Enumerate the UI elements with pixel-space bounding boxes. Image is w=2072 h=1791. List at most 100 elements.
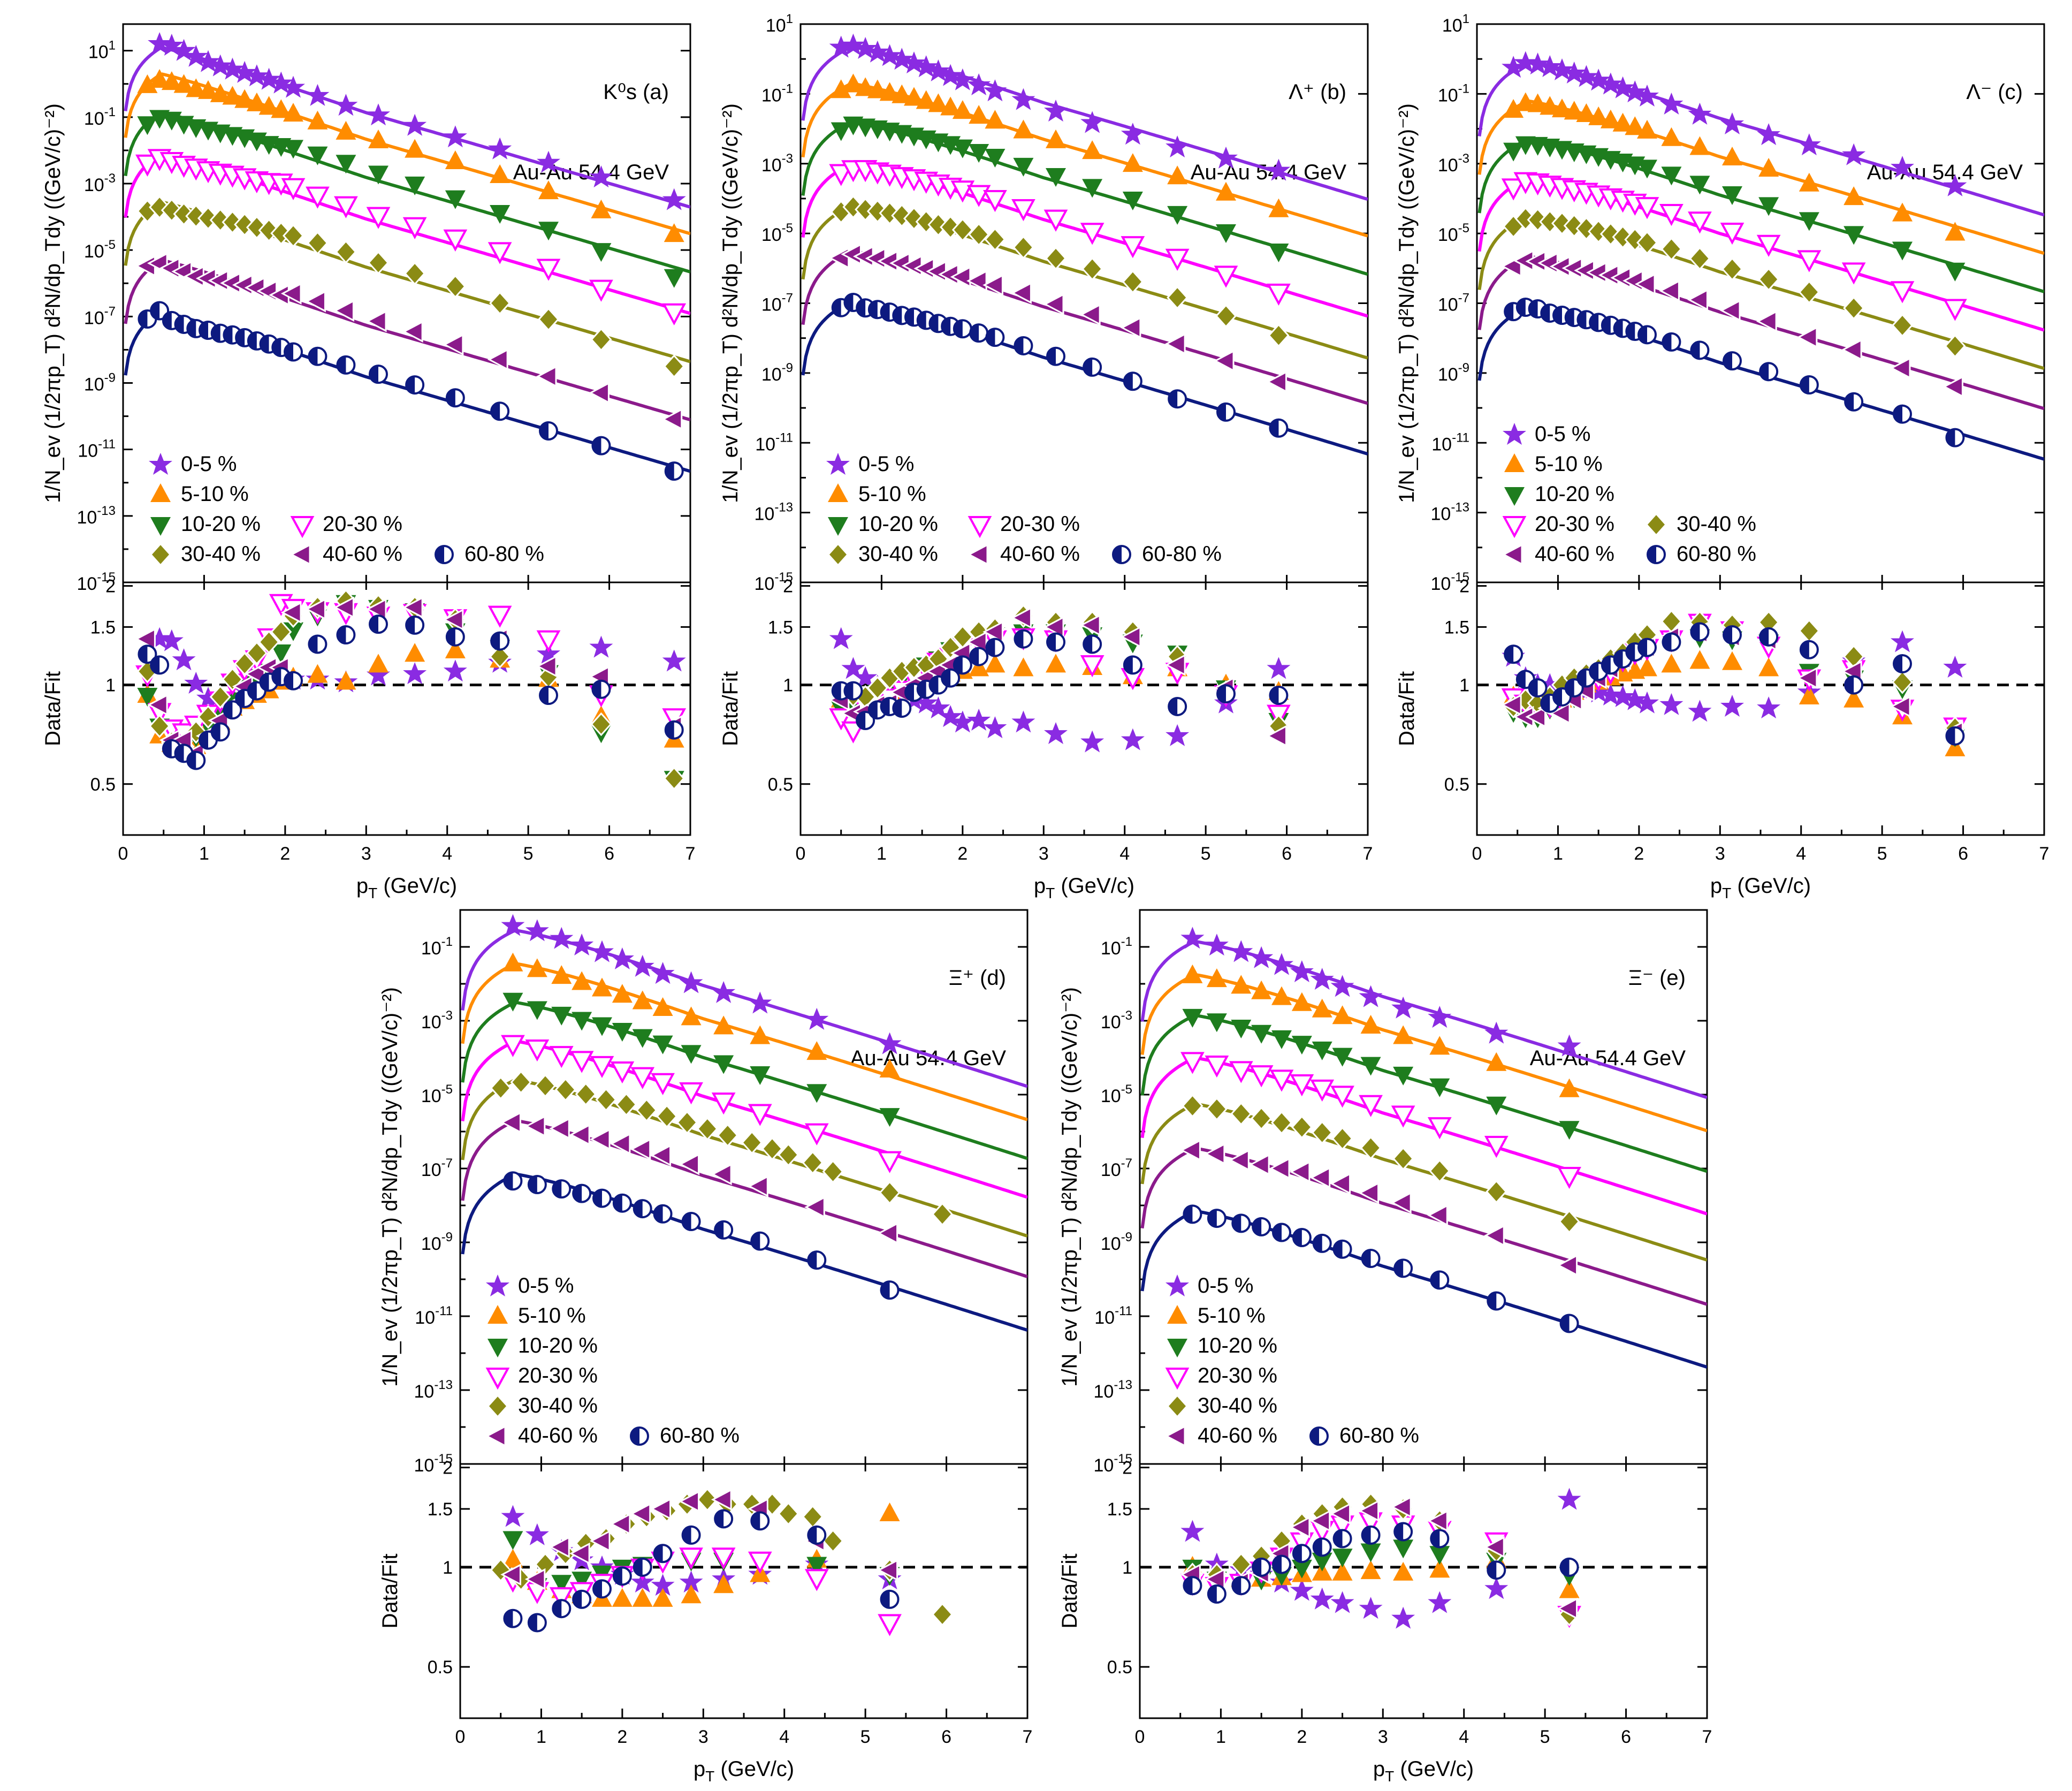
- series-c60: [1477, 298, 2044, 746]
- ratio-point: [503, 1608, 523, 1628]
- data-point: [1486, 1180, 1507, 1203]
- ratio-point: [1330, 1591, 1354, 1613]
- x-axis-title: pT (GeV/c): [1710, 874, 1811, 901]
- data-point: [445, 388, 465, 408]
- legend-marker-c10: [150, 517, 171, 536]
- series-c30: [1477, 207, 2044, 740]
- data-point: [676, 1111, 698, 1134]
- legend-marker-c60: [1647, 545, 1666, 564]
- data-point: [1214, 350, 1235, 371]
- ratio-point: [1044, 722, 1068, 745]
- x-tick-label: 7: [1702, 1727, 1712, 1747]
- legend-marker-c5: [150, 483, 171, 502]
- ratio-point: [1216, 684, 1236, 704]
- ratio-point: [1252, 1557, 1271, 1577]
- data-point: [805, 1196, 825, 1218]
- data-point: [1205, 1055, 1228, 1076]
- x-tick-label: 7: [1363, 844, 1373, 864]
- data-point: [1842, 262, 1865, 284]
- ratio-point: [632, 1588, 653, 1607]
- series-c5: [124, 69, 690, 754]
- data-point: [1046, 129, 1066, 148]
- ratio-axis-title: Data/Fit: [41, 671, 65, 746]
- ratio-point: [941, 668, 961, 688]
- legend: 0-5 % 5-10 % 10-20 % 20-30 % 30-40 % 40-60 % 6…: [826, 452, 1222, 566]
- ratio-point: [1661, 654, 1682, 673]
- data-point: [1083, 357, 1102, 377]
- data-point: [596, 1088, 617, 1111]
- data-point: [879, 1181, 901, 1204]
- legend-label-c20: 20-30 %: [323, 512, 402, 536]
- ratio-point: [1267, 657, 1291, 679]
- series-c0: [461, 914, 1027, 1596]
- ratio-point: [1559, 1557, 1579, 1577]
- series-c10: [124, 110, 690, 790]
- legend-marker-c0: [1503, 423, 1526, 445]
- data-point: [552, 1179, 572, 1199]
- data-point: [681, 1212, 701, 1232]
- data-point: [653, 1204, 673, 1224]
- x-tick-label: 0: [455, 1727, 466, 1747]
- data-point: [590, 940, 614, 962]
- ratio-point: [1168, 696, 1187, 716]
- data-point: [575, 1082, 597, 1106]
- ratio-point: [1332, 1549, 1353, 1568]
- legend-marker-c60: [1112, 545, 1131, 564]
- x-axis-title: pT (GeV/c): [356, 874, 457, 901]
- legend: 0-5 % 5-10 % 10-20 % 20-30 % 30-40 % 40-60 % 6…: [149, 452, 544, 566]
- y-tick-label: 10-9: [421, 1230, 453, 1254]
- data-point: [1662, 332, 1681, 352]
- ratio-tick-label: 1: [1122, 1558, 1132, 1578]
- data-point: [662, 303, 685, 324]
- ratio-point: [1360, 1543, 1381, 1562]
- data-point: [1046, 346, 1065, 366]
- y-tick-label: 10-7: [1101, 1156, 1132, 1180]
- legend-marker-c20: [291, 516, 314, 537]
- ratio-point: [1943, 656, 1967, 678]
- ratio-point: [892, 699, 912, 718]
- x-tick-label: 1: [877, 844, 887, 864]
- x-tick-label: 6: [941, 1727, 951, 1747]
- panel-title: K⁰s (a): [603, 80, 669, 104]
- data-point: [1270, 1158, 1290, 1179]
- ratio-point: [749, 1551, 772, 1573]
- data-point: [1252, 1217, 1271, 1236]
- legend: 0-5 % 5-10 % 10-20 % 20-30 % 30-40 % 40-60 % 6…: [486, 1274, 740, 1447]
- ratio-tick-label: 2: [105, 576, 116, 597]
- legend-label-c0: 0-5 %: [1198, 1274, 1254, 1297]
- data-point: [1558, 1166, 1581, 1188]
- ratio-point: [1080, 730, 1104, 753]
- data-point: [570, 1051, 593, 1072]
- data-point: [1167, 286, 1188, 309]
- legend-marker-c30: [827, 543, 849, 566]
- ratio-point: [1230, 1553, 1252, 1576]
- ratio-point: [1121, 728, 1145, 750]
- y-tick-label: 10-1: [1438, 81, 1469, 105]
- data-point: [750, 1231, 770, 1251]
- ratio-point: [591, 679, 611, 699]
- ratio-tick-label: 1.5: [768, 617, 793, 638]
- legend-marker-c20: [486, 1368, 509, 1388]
- legend-label-c60: 60-80 %: [1677, 542, 1756, 566]
- x-tick-label: 4: [779, 1727, 789, 1747]
- data-point: [511, 1071, 532, 1094]
- legend-marker-c10: [487, 1339, 508, 1357]
- y-tick-label: 10-3: [1101, 1008, 1132, 1033]
- series-c40: [1477, 250, 2044, 742]
- data-point: [867, 300, 887, 320]
- legend-label-c40: 40-60 %: [323, 542, 402, 566]
- series-c40: [801, 244, 1368, 747]
- data-point: [174, 314, 194, 334]
- legend-label-c20: 20-30 %: [1000, 512, 1080, 536]
- ratio-point: [1393, 1561, 1414, 1581]
- ratio-point: [1393, 1539, 1414, 1559]
- legend-label-c5: 5-10 %: [181, 482, 249, 506]
- data-point: [1271, 1111, 1292, 1135]
- ratio-point: [1360, 1560, 1381, 1580]
- ratio-tick-label: 2: [443, 1458, 453, 1478]
- data-point: [1360, 1057, 1381, 1076]
- x-tick-label: 3: [1715, 844, 1725, 864]
- legend-label-c5: 5-10 %: [858, 482, 926, 506]
- data-point: [713, 1015, 734, 1035]
- ratio-point: [405, 643, 425, 662]
